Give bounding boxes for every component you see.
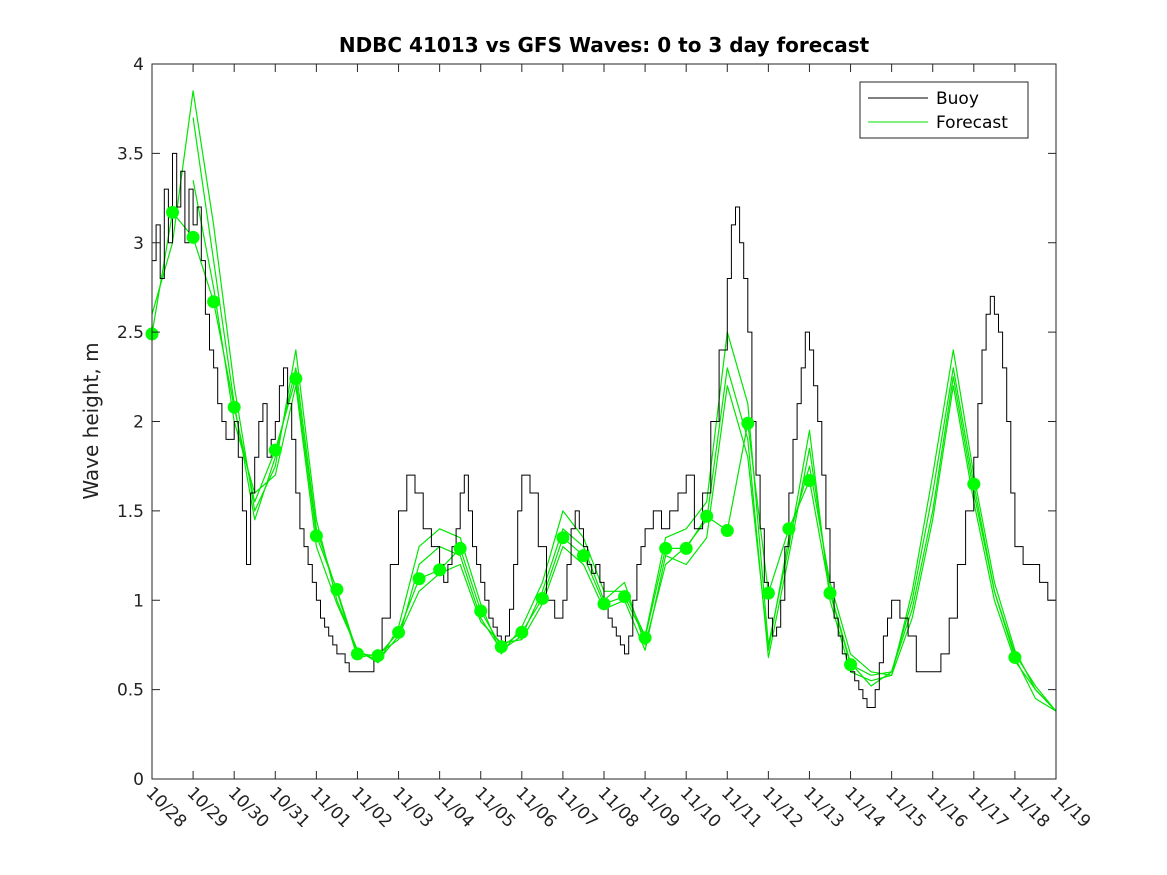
- y-tick-label: 2.5: [117, 323, 144, 343]
- forecast-marker: [330, 583, 344, 597]
- forecast-marker: [453, 541, 467, 555]
- forecast-marker: [782, 522, 796, 536]
- forecast-marker: [741, 416, 755, 430]
- legend-buoy-label: Buoy: [936, 89, 979, 109]
- forecast-marker: [350, 647, 364, 661]
- chart-title: NDBC 41013 vs GFS Waves: 0 to 3 day fore…: [339, 33, 870, 57]
- y-tick-label: 2: [133, 413, 144, 433]
- forecast-marker: [494, 640, 508, 654]
- forecast-marker: [618, 590, 632, 604]
- y-axis: 0 0.5 1 1.5 2 2.5 3 3.5 4: [117, 55, 1056, 790]
- buoy-series-line: [152, 152, 1057, 708]
- forecast-marker: [823, 586, 837, 600]
- forecast-marker: [802, 473, 816, 487]
- y-tick-label: 3: [133, 234, 144, 254]
- forecast-marker: [761, 586, 775, 600]
- forecast-marker: [576, 549, 590, 563]
- y-tick-label: 4: [133, 55, 144, 75]
- forecast-marker: [227, 400, 241, 414]
- forecast-marker: [679, 541, 693, 555]
- forecast-marker: [844, 658, 858, 672]
- forecast-marker: [268, 443, 282, 457]
- forecast-marker: [371, 649, 385, 663]
- forecast-marker: [659, 541, 673, 555]
- forecast-marker: [556, 531, 570, 545]
- forecast-marker: [700, 509, 714, 523]
- forecast-marker: [207, 295, 221, 309]
- y-tick-label: 1.5: [117, 502, 144, 522]
- y-tick-label: 0: [133, 770, 144, 790]
- forecast-marker: [638, 631, 652, 645]
- forecast-marker: [309, 529, 323, 543]
- forecast-marker: [720, 524, 734, 538]
- legend-box: [859, 81, 1029, 139]
- forecast-marker: [535, 591, 549, 605]
- y-tick-label: 3.5: [117, 144, 144, 164]
- forecast-marker: [967, 477, 981, 491]
- y-tick-label: 0.5: [117, 681, 144, 701]
- forecast-marker: [433, 563, 447, 577]
- y-tick-label: 1: [133, 591, 144, 611]
- buoy-line: [152, 152, 1057, 708]
- forecast-marker: [166, 205, 180, 219]
- forecast-marker: [289, 372, 303, 386]
- y-axis-label: Wave height, m: [79, 342, 103, 499]
- forecast-marker: [1008, 650, 1022, 664]
- forecast-marker: [412, 572, 426, 586]
- forecast-marker: [597, 597, 611, 611]
- forecast-marker: [515, 625, 529, 639]
- forecast-marker: [392, 625, 406, 639]
- forecast-marker: [474, 604, 488, 618]
- legend-forecast-label: Forecast: [936, 113, 1008, 133]
- forecast-marker: [186, 230, 200, 244]
- legend: Buoy Forecast: [859, 81, 1029, 139]
